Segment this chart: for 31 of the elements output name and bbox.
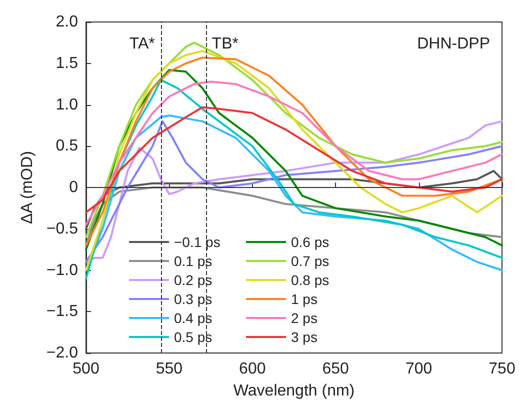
legend-label: 0.8 ps bbox=[291, 272, 330, 288]
y-tick-label: −1.0 bbox=[46, 262, 78, 279]
line-series bbox=[85, 80, 503, 226]
legend-label: 1 ps bbox=[291, 291, 318, 307]
y-tick-label: −2.0 bbox=[46, 344, 78, 362]
legend-label: 2 ps bbox=[291, 310, 318, 326]
y-tick-label: 1.0 bbox=[56, 96, 78, 114]
legend-label: 0.4 ps bbox=[174, 310, 212, 326]
y-axis-title: ΔA (mOD) bbox=[19, 151, 36, 224]
legend-label: 0.6 ps bbox=[291, 234, 330, 250]
y-tick-label: 0.5 bbox=[56, 138, 78, 155]
ref-line-label: TA* bbox=[129, 36, 155, 52]
x-tick-label: 750 bbox=[488, 360, 516, 378]
x-tick-label: 600 bbox=[239, 360, 266, 378]
x-tick-label: 700 bbox=[405, 360, 432, 378]
y-tick-label: 0 bbox=[69, 179, 78, 196]
legend-label: 3 ps bbox=[291, 329, 318, 345]
y-tick-label: 1.5 bbox=[56, 54, 78, 72]
x-tick-label: 500 bbox=[72, 360, 100, 378]
line-series bbox=[85, 106, 503, 214]
y-tick-label: 2.0 bbox=[56, 14, 78, 30]
x-tick-label: 550 bbox=[156, 360, 183, 378]
line-series bbox=[85, 170, 503, 230]
y-tick-label: −0.5 bbox=[46, 220, 78, 238]
annotation: DHN-DPP bbox=[417, 36, 490, 52]
legend-label: 0.7 ps bbox=[291, 253, 330, 269]
x-tick-label: 650 bbox=[322, 360, 350, 378]
y-tick-label: −1.5 bbox=[46, 303, 78, 320]
legend-label: 0.5 ps bbox=[174, 329, 212, 345]
ref-line-label: TB* bbox=[212, 36, 238, 52]
x-axis-title: Wavelength (nm) bbox=[233, 382, 355, 400]
